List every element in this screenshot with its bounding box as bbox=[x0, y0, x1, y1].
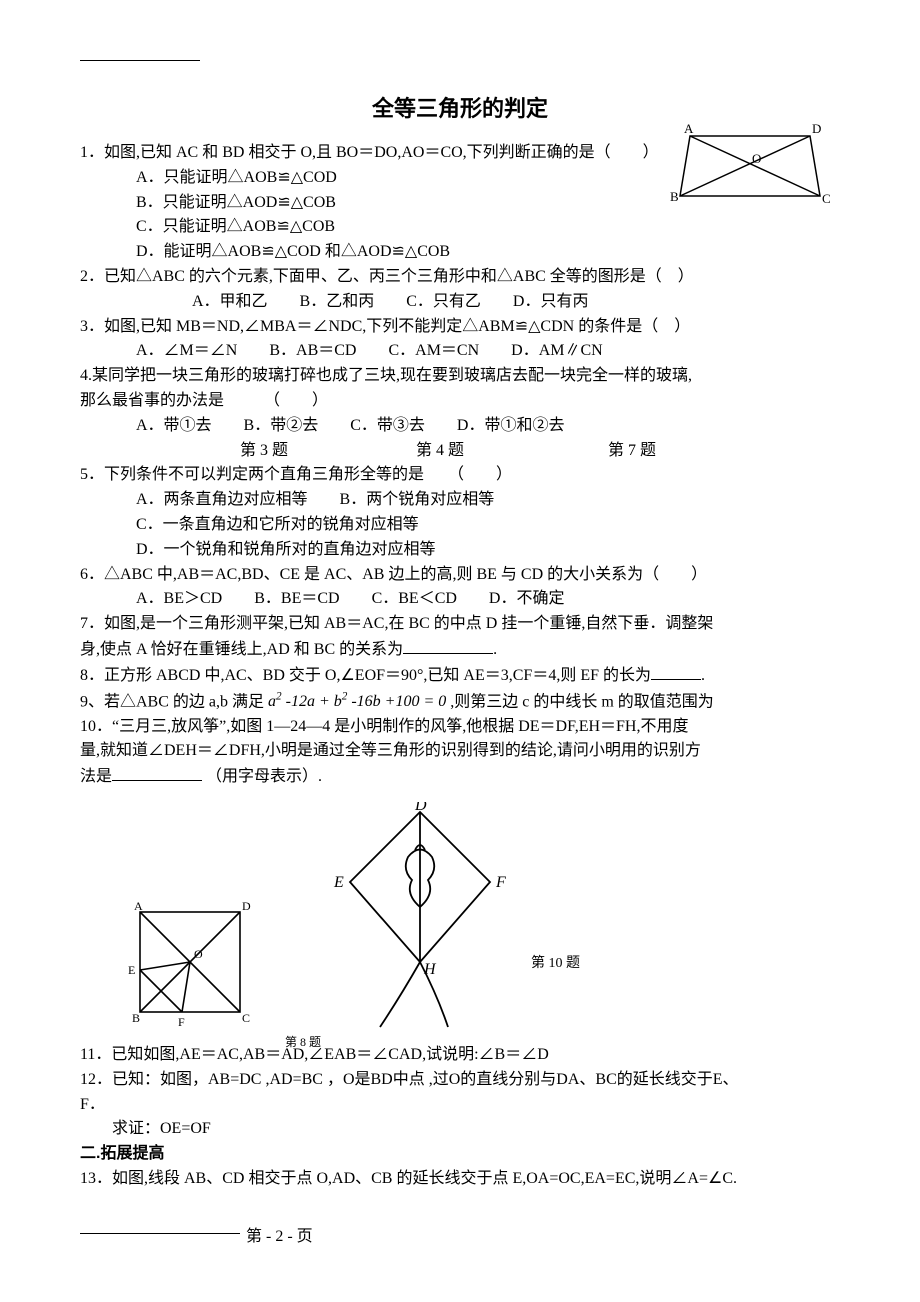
q2-stem: 2．已知△ABC 的六个元素,下面甲、乙、丙三个三角形中和△ABC 全等的图形是… bbox=[80, 265, 840, 290]
q10-l2: 量,就知道∠DEH＝∠DFH,小明是通过全等三角形的识别得到的结论,请问小明用的… bbox=[80, 739, 840, 764]
kite-D: D bbox=[414, 802, 427, 814]
q10-l3b: （用字母表示）. bbox=[206, 768, 322, 785]
sq-F: F bbox=[178, 1015, 185, 1029]
q4-opts: A．带①去 B．带②去 C．带③去 D．带①和②去 bbox=[80, 414, 840, 439]
q1-optC: C．只能证明△AOB≌△COB bbox=[80, 215, 840, 240]
sq-O: O bbox=[194, 947, 203, 961]
q5-optAB: A．两条直角边对应相等 B．两个锐角对应相等 bbox=[80, 488, 840, 513]
footer-rule bbox=[80, 1233, 240, 1234]
q13: 13．如图,线段 AB、CD 相交于点 O,AD、CB 的延长线交于点 E,OA… bbox=[80, 1167, 840, 1192]
sq-E: E bbox=[128, 963, 135, 977]
figure-q10-kite: D E F H bbox=[320, 802, 520, 1032]
footer-text: 第 - 2 - 页 bbox=[246, 1222, 313, 1246]
fig8-label: 第 8 题 bbox=[285, 1033, 321, 1052]
sq-A: A bbox=[134, 899, 143, 913]
sq-D: D bbox=[242, 899, 251, 913]
header-rule bbox=[80, 60, 200, 61]
label-O: O bbox=[752, 151, 761, 166]
section-2-heading: 二.拓展提高 bbox=[80, 1142, 840, 1167]
figure-q1: A D B C O bbox=[660, 121, 840, 211]
figure-q8-square: A D B C E F O bbox=[120, 892, 260, 1032]
sq-B: B bbox=[132, 1011, 140, 1025]
q8-text: 8．正方形 ABCD 中,AC、BD 交于 O,∠EOF＝90°,已知 AE＝3… bbox=[80, 667, 651, 684]
label-B: B bbox=[670, 189, 679, 204]
figures-row: A D B C E F O D bbox=[120, 802, 840, 1037]
q12-l1: 12．已知：如图，AB=DC ,AD=BC ，O是BD中点 ,过O的直线分别与D… bbox=[80, 1068, 840, 1093]
q4-stem1: 4.某同学把一块三角形的玻璃打碎也成了三块,现在要到玻璃店去配一块完全一样的玻璃… bbox=[80, 364, 840, 389]
kite-F: F bbox=[495, 874, 506, 891]
q1-optD: D．能证明△AOB≌△COD 和△AOD≌△COB bbox=[80, 240, 840, 265]
q7-blank bbox=[403, 637, 493, 654]
kite-E: E bbox=[333, 874, 344, 891]
q11: 11．已知如图,AE＝AC,AB＝AD,∠EAB＝∠CAD,试说明:∠B＝∠D … bbox=[80, 1043, 840, 1068]
q9-post: ,则第三边 c 的中线长 m 的取值范围为 bbox=[450, 693, 714, 710]
q7-l2-text: 身,使点 A 恰好在重锤线上,AD 和 BC 的关系为 bbox=[80, 641, 403, 658]
q8: 8．正方形 ABCD 中,AC、BD 交于 O,∠EOF＝90°,已知 AE＝3… bbox=[80, 663, 840, 689]
q9: 9、若△ABC 的边 a,b 满足 a2 -12a + b2 -16b +100… bbox=[80, 689, 840, 715]
q10-blank bbox=[112, 764, 202, 781]
q6-stem: 6．△ABC 中,AB＝AC,BD、CE 是 AC、AB 边上的高,则 BE 与… bbox=[80, 563, 840, 588]
q10-l3: 法是 （用字母表示）. bbox=[80, 764, 840, 790]
page-title: 全等三角形的判定 bbox=[80, 91, 840, 123]
page-footer: 第 - 2 - 页 bbox=[80, 1222, 840, 1246]
label-A: A bbox=[684, 121, 694, 136]
q5-optC: C．一条直角边和它所对的锐角对应相等 bbox=[80, 513, 840, 538]
sq-C: C bbox=[242, 1011, 250, 1025]
q10-l1: 10．“三月三,放风筝”,如图 1—24—4 是小明制作的风筝,他根据 DE＝D… bbox=[80, 715, 840, 740]
q5-optD: D．一个锐角和锐角所对的直角边对应相等 bbox=[80, 538, 840, 563]
q6-opts: A．BE＞CD B．BE＝CD C．BE＜CD D．不确定 bbox=[80, 587, 840, 612]
kite-H: H bbox=[423, 961, 437, 978]
q12-l3: 求证：OE=OF bbox=[80, 1117, 840, 1142]
figure-caption-row: 第 3 题 第 4 题 第 7 题 bbox=[80, 439, 840, 464]
q3-stem: 3．如图,已知 MB＝ND,∠MBA＝∠NDC,下列不能判定△ABM≌△CDN … bbox=[80, 315, 840, 340]
q10-l3a: 法是 bbox=[80, 768, 112, 785]
label-D: D bbox=[812, 121, 821, 136]
q12-l2: F． bbox=[80, 1093, 840, 1118]
q7-l2: 身,使点 A 恰好在重锤线上,AD 和 BC 的关系为. bbox=[80, 637, 840, 663]
q8-blank bbox=[651, 663, 701, 680]
q5-stem: 5．下列条件不可以判定两个直角三角形全等的是 （ ） bbox=[80, 463, 840, 488]
q7-l1: 7．如图,是一个三角形测平架,已知 AB＝AC,在 BC 的中点 D 挂一个重锤… bbox=[80, 612, 840, 637]
q9-pre: 9、若△ABC 的边 a,b 满足 bbox=[80, 693, 264, 710]
q3-opts: A．∠M＝∠N B．AB＝CD C．AM＝CN D．AM∥CN bbox=[80, 339, 840, 364]
label-C: C bbox=[822, 191, 831, 206]
q9-math: a2 -12a + b2 -16b +100 = 0 bbox=[268, 693, 446, 710]
q4-stem2: 那么最省事的办法是 （ ） bbox=[80, 389, 840, 414]
q2-opts: A．甲和乙 B．乙和丙 C．只有乙 D．只有丙 bbox=[80, 290, 840, 315]
fig10-label: 第 10 题 bbox=[531, 952, 580, 972]
